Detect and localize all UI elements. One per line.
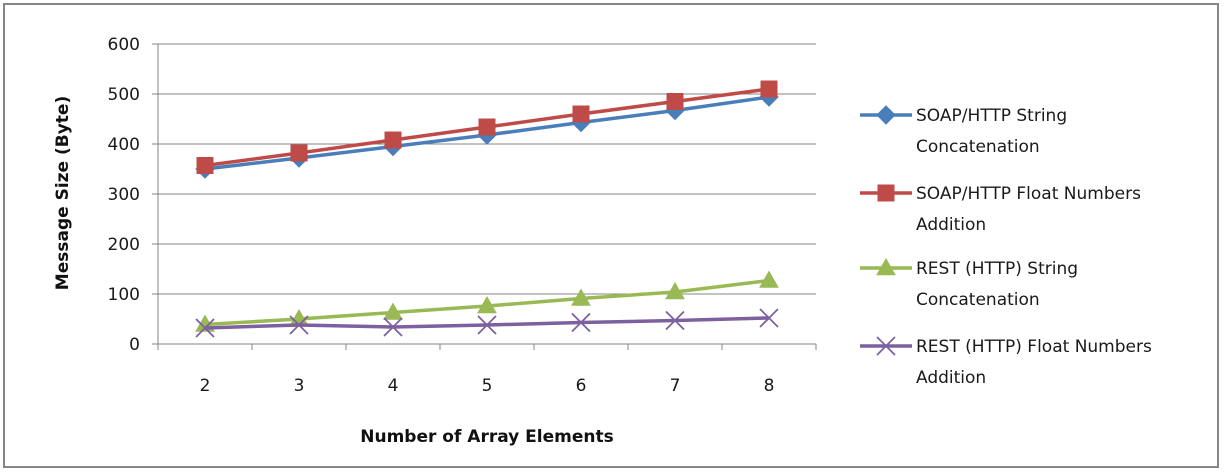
x-tick-label: 4	[388, 376, 399, 396]
x-tick-label: 7	[670, 376, 681, 396]
legend-entry-3: REST (HTTP) String Concatenation	[860, 257, 1078, 310]
data-point	[195, 318, 215, 338]
data-point	[478, 118, 496, 136]
marker-stroke	[876, 336, 896, 356]
legend-marker	[877, 184, 895, 202]
marker-stroke	[571, 312, 591, 333]
legend-label: Addition	[916, 215, 986, 235]
legend-label: Concatenation	[916, 137, 1040, 157]
x-axis-title: Number of Array Elements	[360, 427, 613, 447]
y-tick-label: 200	[108, 235, 140, 255]
data-point	[477, 315, 497, 335]
data-point	[196, 157, 214, 174]
data-point	[665, 310, 685, 331]
legend-label: REST (HTTP) Float Numbers	[916, 337, 1152, 357]
marker-stroke	[289, 315, 309, 335]
legend-entry-1: SOAP/HTTP String Concatenation	[860, 105, 1067, 157]
legend-entry-2: SOAP/HTTP Float Numbers Addition	[860, 184, 1141, 235]
marker-stroke	[195, 318, 215, 338]
data-point	[571, 312, 591, 333]
data-point	[383, 317, 403, 337]
legend-label: REST (HTTP) String	[916, 259, 1078, 279]
data-point	[290, 144, 308, 162]
data-point	[572, 105, 590, 123]
y-tick-label: 100	[108, 285, 140, 305]
legend-label: SOAP/HTTP String	[916, 106, 1067, 126]
marker-stroke	[759, 308, 779, 328]
series-2	[196, 80, 778, 174]
legend-label: SOAP/HTTP Float Numbers	[916, 184, 1141, 204]
series-layer	[195, 80, 779, 338]
x-tick-label: 6	[576, 376, 587, 396]
x-tick-label: 8	[764, 376, 775, 396]
marker-stroke	[477, 315, 497, 335]
legend-label: Concatenation	[916, 290, 1040, 310]
data-point	[571, 288, 591, 306]
y-tick-label: 500	[108, 85, 140, 105]
series-4	[195, 308, 779, 338]
y-axis-title: Message Size (Byte)	[53, 96, 73, 290]
gridlines	[158, 43, 816, 295]
legend-marker	[876, 105, 896, 125]
data-point	[760, 80, 778, 98]
marker-stroke	[383, 317, 403, 337]
data-point	[384, 131, 402, 149]
data-point	[477, 295, 497, 314]
axes: 0 100 200 300 400 500 600 2 3 4 5 6 7 8	[108, 35, 817, 396]
data-point	[665, 281, 685, 300]
data-point	[289, 315, 309, 335]
data-point	[759, 270, 779, 288]
data-point	[383, 302, 403, 320]
y-tick-label: 600	[108, 35, 140, 55]
data-point	[759, 308, 779, 328]
legend-marker	[876, 336, 896, 356]
y-tick-label: 300	[108, 185, 140, 205]
y-tick-label: 400	[108, 135, 140, 155]
chart-frame	[3, 3, 1219, 468]
y-tick-label: 0	[129, 335, 140, 355]
series-3	[195, 270, 779, 332]
x-tick-label: 2	[200, 376, 211, 396]
data-point	[666, 93, 684, 110]
legend-entry-4: REST (HTTP) Float Numbers Addition	[860, 336, 1152, 388]
legend-marker	[876, 257, 896, 276]
legend: SOAP/HTTP String Concatenation SOAP/HTTP F…	[860, 105, 1152, 388]
x-tick-label: 5	[482, 376, 493, 396]
x-tick-label: 3	[294, 376, 305, 396]
marker-stroke	[665, 310, 685, 331]
legend-label: Addition	[916, 368, 986, 388]
